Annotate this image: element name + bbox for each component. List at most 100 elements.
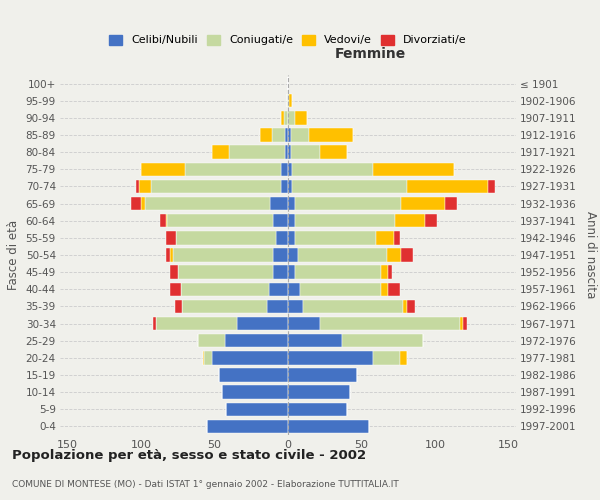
Bar: [145, 197, 271, 210]
Bar: [288, 146, 291, 159]
Bar: [388, 266, 392, 279]
Bar: [268, 300, 288, 313]
Bar: [380, 266, 388, 279]
Bar: [288, 214, 295, 228]
Bar: [204, 351, 212, 364]
Bar: [198, 334, 225, 347]
Bar: [289, 94, 292, 108]
Bar: [285, 146, 288, 159]
Bar: [170, 266, 178, 279]
Bar: [181, 282, 269, 296]
Y-axis label: Anni di nascita: Anni di nascita: [584, 212, 597, 298]
Bar: [287, 94, 288, 108]
Bar: [167, 214, 273, 228]
Bar: [288, 180, 292, 193]
Bar: [178, 266, 273, 279]
Bar: [284, 111, 288, 124]
Bar: [388, 282, 400, 296]
Bar: [288, 111, 295, 124]
Text: Femmine: Femmine: [334, 46, 406, 60]
Bar: [292, 180, 407, 193]
Bar: [141, 162, 185, 176]
Bar: [166, 214, 167, 228]
Bar: [182, 300, 268, 313]
Bar: [155, 317, 236, 330]
Bar: [288, 368, 357, 382]
Text: COMUNE DI MONTESE (MO) - Dati ISTAT 1° gennaio 2002 - Elaborazione TUTTITALIA.IT: COMUNE DI MONTESE (MO) - Dati ISTAT 1° g…: [12, 480, 399, 489]
Bar: [303, 300, 403, 313]
Bar: [207, 420, 288, 433]
Bar: [288, 351, 373, 364]
Bar: [288, 266, 295, 279]
Bar: [136, 180, 139, 193]
Bar: [425, 214, 437, 228]
Bar: [203, 351, 204, 364]
Bar: [271, 197, 288, 210]
Bar: [343, 334, 424, 347]
Bar: [288, 197, 295, 210]
Bar: [141, 197, 145, 210]
Bar: [295, 214, 395, 228]
Bar: [276, 231, 288, 244]
Bar: [300, 282, 380, 296]
Bar: [288, 420, 369, 433]
Text: Popolazione per età, sesso e stato civile - 2002: Popolazione per età, sesso e stato civil…: [12, 450, 366, 462]
Bar: [400, 351, 407, 364]
Bar: [401, 197, 445, 210]
Bar: [288, 128, 291, 141]
Bar: [380, 282, 388, 296]
Bar: [281, 111, 284, 124]
Bar: [288, 317, 320, 330]
Legend: Celibi/Nubili, Coniugati/e, Vedovi/e, Divorziati/e: Celibi/Nubili, Coniugati/e, Vedovi/e, Di…: [105, 30, 471, 50]
Bar: [288, 334, 343, 347]
Bar: [291, 146, 320, 159]
Bar: [295, 266, 380, 279]
Bar: [281, 180, 288, 193]
Bar: [292, 162, 373, 176]
Bar: [460, 317, 463, 330]
Bar: [288, 282, 300, 296]
Bar: [151, 180, 281, 193]
Bar: [288, 94, 289, 108]
Bar: [376, 231, 394, 244]
Bar: [288, 248, 298, 262]
Bar: [373, 162, 454, 176]
Bar: [308, 128, 353, 141]
Bar: [226, 402, 288, 416]
Bar: [273, 266, 288, 279]
Bar: [160, 214, 166, 228]
Bar: [295, 197, 401, 210]
Bar: [229, 146, 285, 159]
Bar: [295, 111, 307, 124]
Bar: [170, 282, 181, 296]
Bar: [281, 162, 288, 176]
Bar: [273, 248, 288, 262]
Bar: [152, 317, 155, 330]
Bar: [320, 146, 347, 159]
Bar: [463, 317, 467, 330]
Bar: [373, 351, 400, 364]
Bar: [445, 197, 457, 210]
Bar: [222, 386, 288, 399]
Bar: [288, 300, 303, 313]
Bar: [288, 386, 350, 399]
Bar: [394, 231, 400, 244]
Bar: [295, 231, 376, 244]
Bar: [139, 180, 151, 193]
Bar: [285, 128, 288, 141]
Bar: [288, 402, 347, 416]
Bar: [320, 317, 460, 330]
Bar: [236, 317, 288, 330]
Bar: [185, 162, 281, 176]
Bar: [288, 231, 295, 244]
Bar: [272, 128, 285, 141]
Bar: [288, 162, 292, 176]
Bar: [131, 197, 141, 210]
Bar: [219, 368, 288, 382]
Bar: [173, 248, 273, 262]
Bar: [260, 128, 272, 141]
Bar: [225, 334, 288, 347]
Bar: [175, 300, 182, 313]
Bar: [212, 146, 229, 159]
Bar: [395, 214, 425, 228]
